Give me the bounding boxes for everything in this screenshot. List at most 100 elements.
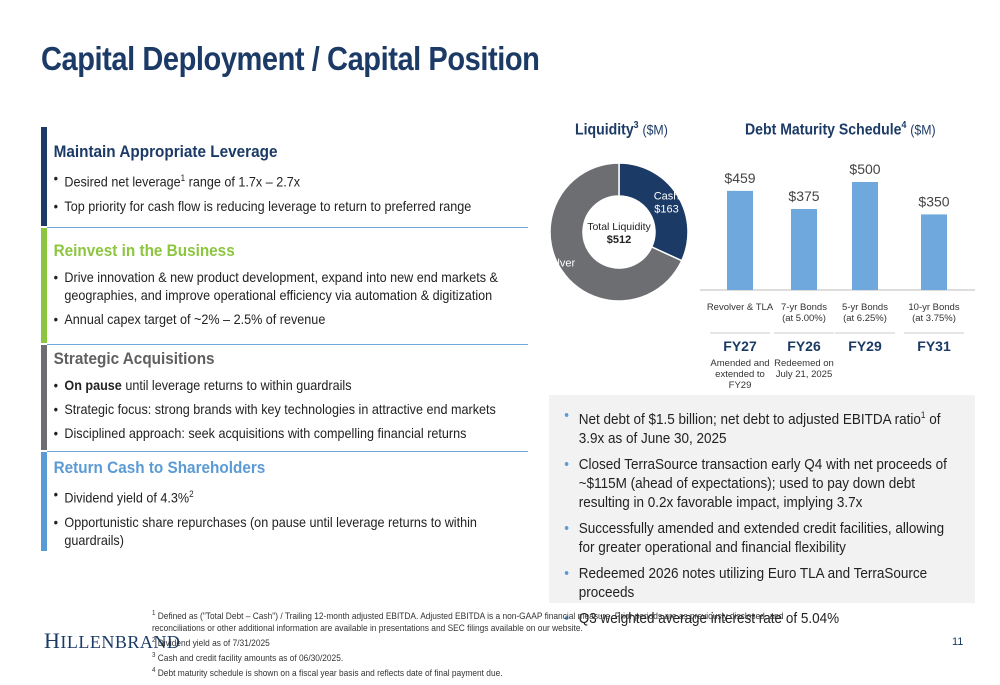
footnote-number: 2: [152, 637, 156, 645]
fiscal-year-note: Amended and: [710, 358, 769, 369]
debt-bar-category: (at 6.25%): [843, 313, 887, 324]
section-bullets: On pause until leverage returns to withi…: [54, 376, 527, 442]
fiscal-year-note: FY29: [729, 380, 752, 391]
debt-bar: [791, 209, 817, 290]
bullet-item: Dividend yield of 4.3%2: [54, 485, 527, 507]
debt-heading: Debt Maturity Schedule4 ($M): [745, 120, 936, 139]
bullet-text: Drive innovation & new product developme…: [64, 269, 498, 303]
key-point-text: Q3 weighted average interest rate of 5.0…: [578, 610, 840, 627]
footnote: 1 Defined as ("Total Debt – Cash") / Tra…: [152, 608, 821, 635]
debt-bar-value: $350: [918, 193, 949, 209]
bullet-item: On pause until leverage returns to withi…: [54, 376, 527, 394]
fiscal-year-note: extended to: [715, 369, 765, 380]
section-bullets: Dividend yield of 4.3%2 Opportunistic sha…: [54, 485, 527, 549]
donut-slice-value: $349: [545, 271, 566, 283]
key-points-box: Net debt of $1.5 billion; net debt to ad…: [549, 395, 975, 628]
fiscal-year-note: Redeemed on: [774, 358, 834, 369]
key-point-text: Net debt of $1.5 billion; net debt to ad…: [578, 411, 921, 428]
debt-maturity-bar-chart: $459 Revolver & TLA FY27 Amended andextende…: [700, 161, 975, 391]
section-content: Reinvest in the Business Drive innovation…: [41, 241, 527, 328]
bullet-item: Disciplined approach: seek acquisitions …: [54, 424, 527, 442]
bullet-text: Strategic focus: strong brands with key …: [64, 401, 496, 417]
footnote-text: Debt maturity schedule is shown on a fis…: [155, 668, 503, 680]
debt-bar: [921, 214, 947, 290]
liquidity-heading: Liquidity3 ($M): [575, 120, 668, 139]
donut-center-label: Total Liquidity: [587, 221, 651, 233]
fiscal-year-note: July 21, 2025: [776, 369, 833, 380]
page-title: Capital Deployment / Capital Position: [41, 40, 540, 77]
key-point-item: Redeemed 2026 notes utilizing Euro TLA a…: [564, 564, 963, 602]
logo-rest: ILLENBRAND: [60, 632, 181, 652]
footnotes: 1 Defined as ("Total Debt – Cash") / Tra…: [152, 608, 821, 681]
footnote: 2 Dividend yield as of 7/31/2025: [152, 635, 821, 650]
bullet-text: Annual capex target of ~2% – 2.5% of rev…: [64, 311, 326, 327]
donut-slice-label: Revolver: [545, 258, 575, 270]
page-number: 11: [952, 636, 964, 648]
bullet-footnote-ref: 2: [189, 489, 194, 499]
debt-bar-category: (at 3.75%): [912, 313, 956, 324]
key-points-list: Net debt of $1.5 billion; net debt to ad…: [549, 395, 963, 628]
bullet-text-cont: range of 1.7x – 2.7x: [185, 173, 301, 190]
bullet-text: Disciplined approach: seek acquisitions …: [64, 425, 467, 441]
bullet-footnote-ref: 1: [180, 173, 186, 183]
bullet-text: Dividend yield of 4.3%: [64, 489, 190, 506]
section-divider: [47, 451, 528, 452]
liquidity-heading-sup: 3: [633, 120, 639, 131]
key-point-footnote-ref: 1: [920, 410, 926, 420]
debt-heading-sup: 4: [901, 120, 907, 131]
section-accent-bar: [41, 345, 47, 450]
section-accent-bar: [41, 452, 47, 551]
debt-bar: [852, 182, 878, 290]
debt-bar: [727, 190, 753, 290]
bullet-item: Desired net leverage1 range of 1.7x – 2.…: [54, 169, 527, 191]
section-accent-bar: [41, 228, 47, 343]
fiscal-year-label: FY26: [787, 338, 821, 354]
debt-bar-value: $459: [724, 170, 755, 186]
footnote-number: 1: [152, 610, 156, 617]
bullet-item: Drive innovation & new product developme…: [54, 268, 527, 304]
debt-bar-category: Revolver & TLA: [707, 302, 774, 313]
company-logo: HILLENBRAND: [44, 628, 180, 654]
section-content: Return Cash to Shareholders Dividend yiel…: [41, 458, 527, 549]
donut-slice-revolver: [549, 162, 683, 302]
key-point-item: Closed TerraSource transaction early Q4 …: [564, 455, 963, 512]
footnote-number: 4: [152, 667, 156, 675]
key-point-text-cont: of 3.9x as of June 30, 2025: [578, 411, 941, 447]
fiscal-year-label: FY31: [917, 338, 951, 354]
key-point-item: Net debt of $1.5 billion; net debt to ad…: [564, 406, 963, 448]
footnote-text: Defined as ("Total Debt – Cash") / Trail…: [152, 611, 784, 635]
donut-slice-value: $163: [654, 203, 678, 215]
bullet-text: Desired net leverage: [64, 173, 181, 190]
key-point-item: Q3 weighted average interest rate of 5.0…: [564, 609, 963, 628]
section-heading: Return Cash to Shareholders: [53, 458, 266, 477]
footnote-text: Cash and credit facility amounts as of 0…: [155, 653, 344, 665]
debt-bar-category: 10-yr Bonds: [908, 302, 959, 313]
donut-slice-cash: [618, 162, 689, 262]
footnote-text: Dividend yield as of 7/31/2025: [155, 638, 270, 650]
key-point-text: Closed TerraSource transaction early Q4 …: [578, 456, 947, 511]
donut-slice-label: Cash: [654, 190, 680, 202]
footnote: 4 Debt maturity schedule is shown on a f…: [152, 665, 821, 680]
debt-bar-value: $375: [788, 188, 819, 204]
debt-bar-category: 7-yr Bonds: [781, 302, 827, 313]
liquidity-unit: ($M): [642, 121, 668, 138]
bullet-item: Strategic focus: strong brands with key …: [54, 400, 527, 418]
section-divider: [47, 227, 528, 228]
bullet-text: until leverage returns to within guardra…: [121, 377, 352, 393]
key-point-text: Redeemed 2026 notes utilizing Euro TLA a…: [578, 565, 928, 601]
section-heading: Maintain Appropriate Leverage: [53, 142, 278, 161]
debt-bar-value: $500: [849, 161, 880, 177]
section-heading: Reinvest in the Business: [53, 241, 235, 260]
debt-heading-text: Debt Maturity Schedule: [745, 121, 902, 139]
section-3: Strategic Acquisitions On pause until lev…: [41, 345, 528, 450]
fiscal-year-label: FY29: [848, 338, 882, 354]
section-4: Return Cash to Shareholders Dividend yiel…: [41, 452, 528, 551]
section-2: Reinvest in the Business Drive innovation…: [41, 228, 528, 343]
section-bullets: Desired net leverage1 range of 1.7x – 2.…: [54, 169, 527, 215]
bullet-item: Opportunistic share repurchases (on paus…: [54, 513, 527, 549]
logo-initial: H: [44, 628, 61, 653]
fiscal-year-label: FY27: [723, 338, 757, 354]
bullet-bold-text: On pause: [64, 377, 122, 393]
section-1: Maintain Appropriate Leverage Desired net…: [41, 127, 528, 226]
donut-center-value: $512: [607, 234, 631, 246]
